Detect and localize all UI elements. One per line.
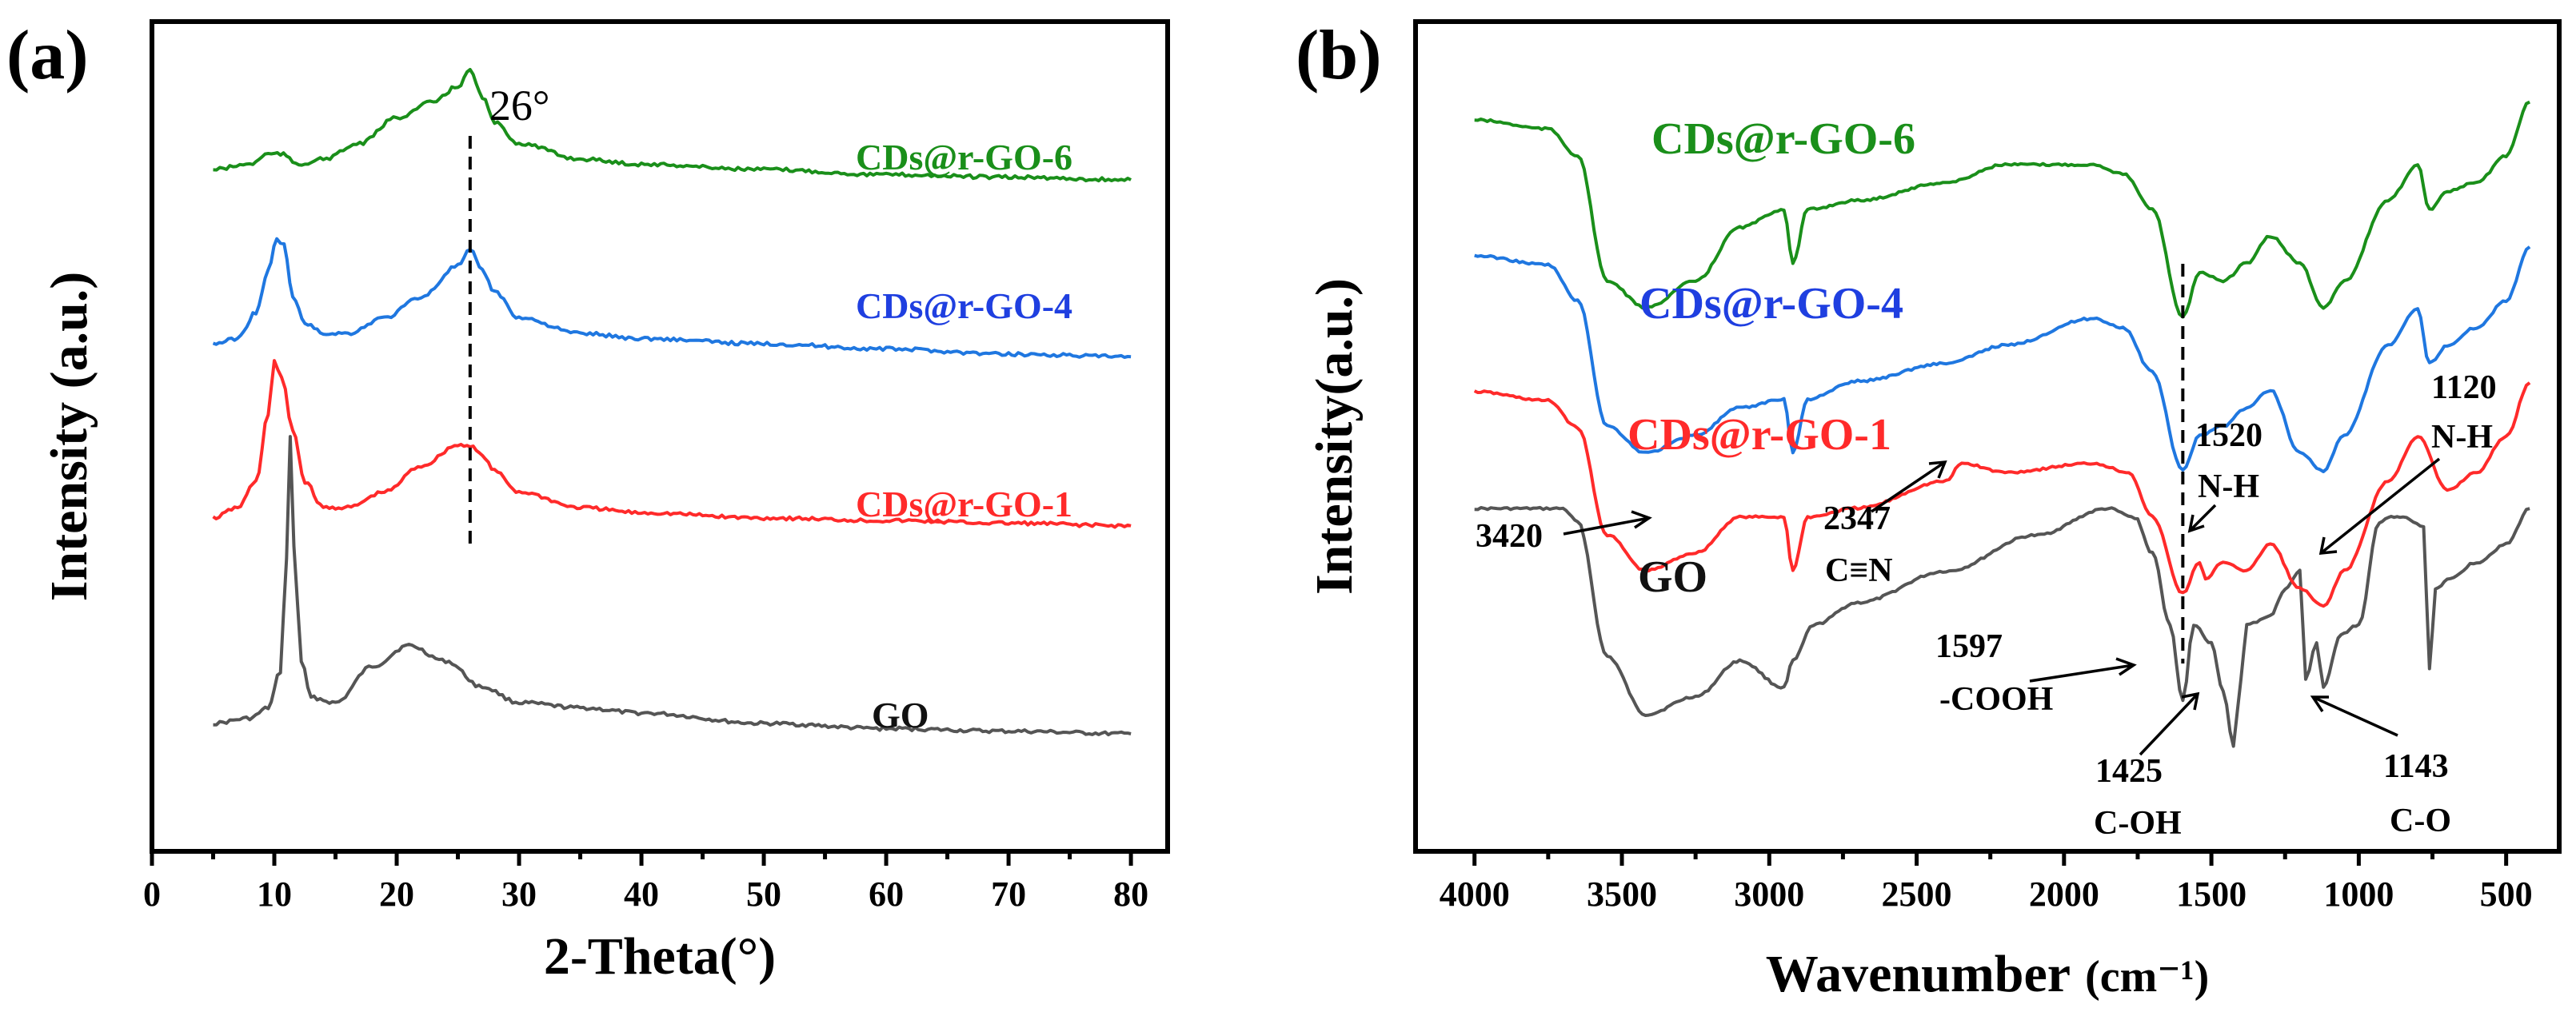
arrow-3420: [1563, 510, 1652, 536]
arrow-1143: [2310, 695, 2398, 737]
series-line-a-cds-r-go-1: [212, 359, 1132, 529]
panel-b-x-axis: 4000 3500 3000 2500 2000 1500 1000 500: [1440, 851, 2533, 914]
series-line-a-go: [213, 435, 1132, 737]
series-line-a-cds-r-go-4: [212, 237, 1132, 359]
panel-a-series: [212, 68, 1132, 737]
panel-a-label: (a): [6, 17, 89, 94]
panel-a-y-axis-title: Intensity (a.u.): [40, 272, 98, 602]
panel-a-frame: [150, 19, 1170, 854]
series-label-a-cds-r-go-1: CDs@r-GO-1: [856, 484, 1072, 524]
series-line-b-cds-r-go-6: [1474, 100, 2530, 319]
annotation-1520: 1520: [2195, 417, 2262, 454]
x-tick-label-70: 70: [991, 875, 1026, 914]
annotation-1425-sub: C-OH: [2094, 805, 2182, 842]
x-tick-label-40: 40: [624, 875, 659, 914]
x-tick-label-500: 500: [2480, 875, 2533, 914]
x-tick-label-2000: 2000: [2029, 875, 2099, 914]
arrow-1520: [2187, 504, 2217, 533]
annotation-1597: 1597: [1935, 628, 2003, 665]
panel-b-label: (b): [1296, 17, 1382, 94]
annotation-3420: 3420: [1476, 518, 1543, 555]
x-tick-label-3500: 3500: [1587, 875, 1657, 914]
arrow-1120: [2318, 457, 2441, 555]
series-line-b-cds-r-go-1: [1473, 381, 2531, 608]
annotation-1597-sub: -COOH: [1939, 681, 2053, 718]
x-tick-label-4000: 4000: [1440, 875, 1510, 914]
arrow-1597: [2029, 657, 2137, 683]
annotation-1520-sub: N-H: [2198, 468, 2259, 505]
panel-b-series: [1473, 100, 2531, 748]
series-line-b-cds-r-go-4: [1474, 245, 2531, 473]
series-label-a-cds-r-go-4: CDs@r-GO-4: [856, 285, 1072, 326]
x-tick-label-1500: 1500: [2176, 875, 2247, 914]
annotation-1120-sub: N-H: [2431, 419, 2493, 456]
series-label-a-cds-r-go-6: CDs@r-GO-6: [856, 137, 1072, 177]
panel-b-x-axis-title-text: Wavenumber: [1766, 945, 2071, 1003]
series-line-b-go: [1474, 505, 2530, 748]
x-tick-label-3000: 3000: [1734, 875, 1804, 914]
x-tick-label-50: 50: [746, 875, 781, 914]
annotation-1120: 1120: [2431, 369, 2497, 406]
x-tick-label-0: 0: [143, 875, 161, 914]
panel-a-26-degree-label: 26°: [489, 82, 550, 129]
x-tick-label-10: 10: [257, 875, 292, 914]
annotation-2347-sub: C≡N: [1825, 552, 1893, 589]
series-label-b-cds-r-go-1: CDs@r-GO-1: [1627, 410, 1891, 460]
panel-b-y-axis-title: Intensity(a.u.): [1305, 278, 1364, 595]
x-tick-label-1000: 1000: [2323, 875, 2394, 914]
arrow-2347: [1871, 460, 1947, 513]
series-line-a-cds-r-go-6: [213, 68, 1132, 183]
panel-a-x-axis: 0 10 20 30 40 50 60 70 80: [143, 851, 1148, 914]
x-tick-label-30: 30: [501, 875, 537, 914]
x-tick-label-80: 80: [1113, 875, 1148, 914]
panel-b-x-axis-title: Wavenumber (cm⁻¹): [1766, 945, 2210, 1003]
x-tick-label-2500: 2500: [1882, 875, 1952, 914]
series-label-b-cds-r-go-4: CDs@r-GO-4: [1639, 279, 1903, 329]
annotation-1143-sub: C-O: [2390, 803, 2451, 839]
arrow-1425: [2139, 691, 2200, 756]
annotation-1425: 1425: [2095, 753, 2163, 790]
series-label-b-go: GO: [1638, 552, 1707, 602]
panel-b-frame: [1413, 19, 2562, 854]
series-label-b-cds-r-go-6: CDs@r-GO-6: [1651, 114, 1915, 164]
annotation-1143: 1143: [2383, 748, 2449, 785]
x-tick-label-20: 20: [379, 875, 414, 914]
panel-a-x-axis-title: 2-Theta(°): [544, 927, 776, 986]
panel-b-x-axis-unit: (cm⁻¹): [2085, 952, 2209, 1002]
series-label-a-go: GO: [872, 695, 929, 735]
x-tick-label-60: 60: [869, 875, 904, 914]
